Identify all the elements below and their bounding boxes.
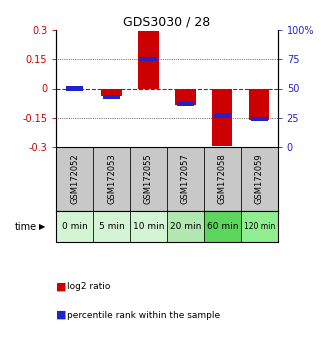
Bar (204, 147, 241, 211)
Bar (167, 211, 204, 242)
Text: ■: ■ (56, 282, 67, 292)
Bar (130, 147, 167, 211)
Text: ▶: ▶ (39, 222, 45, 231)
Bar (103, 95, 120, 99)
Text: ■: ■ (56, 310, 67, 320)
Bar (56, 211, 93, 242)
Text: 10 min: 10 min (133, 222, 164, 231)
Text: GSM172058: GSM172058 (218, 153, 227, 204)
Bar (249, 88, 269, 120)
Text: 60 min: 60 min (206, 222, 238, 231)
Bar (93, 147, 130, 211)
Bar (177, 102, 194, 106)
Text: GSM172053: GSM172053 (107, 153, 116, 204)
Bar (241, 211, 278, 242)
Bar (56, 147, 93, 211)
Text: 5 min: 5 min (99, 222, 125, 231)
Bar (93, 211, 130, 242)
Bar (130, 211, 167, 242)
Bar (138, 31, 159, 88)
Text: 120 min: 120 min (244, 222, 275, 231)
Bar (212, 88, 232, 146)
Text: GSM172057: GSM172057 (181, 153, 190, 204)
Text: GSM172055: GSM172055 (144, 153, 153, 204)
Text: GSM172059: GSM172059 (255, 153, 264, 204)
Text: log2 ratio: log2 ratio (67, 282, 111, 291)
Bar (167, 147, 204, 211)
Text: percentile rank within the sample: percentile rank within the sample (67, 310, 221, 320)
Bar (214, 113, 231, 118)
Bar (101, 88, 122, 96)
Text: 20 min: 20 min (170, 222, 201, 231)
Title: GDS3030 / 28: GDS3030 / 28 (123, 16, 211, 29)
Text: GSM172052: GSM172052 (70, 153, 79, 204)
Bar (140, 57, 157, 62)
Bar (66, 86, 83, 91)
Bar (241, 147, 278, 211)
Bar (175, 88, 195, 105)
Bar (204, 211, 241, 242)
Bar (251, 117, 268, 121)
Text: 0 min: 0 min (62, 222, 88, 231)
Text: time: time (14, 222, 37, 232)
